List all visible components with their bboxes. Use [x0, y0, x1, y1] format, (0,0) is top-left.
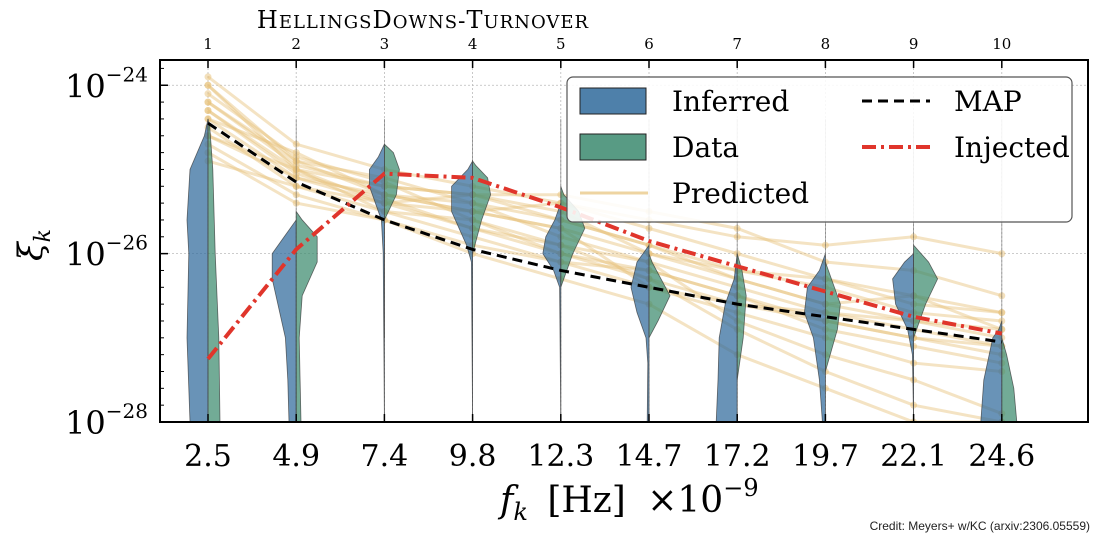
legend-swatch-inferred [579, 87, 647, 115]
predicted-point [204, 107, 212, 115]
x-top-tick-label: 6 [644, 35, 654, 53]
predicted-line [207, 117, 1003, 331]
violin-inferred [271, 218, 297, 422]
legend-label-inferred: Inferred [672, 85, 789, 118]
x-top-tick-label: 1 [203, 35, 213, 53]
y-axis-label: ξk [11, 229, 56, 261]
violin-data [1001, 337, 1018, 422]
violin-inferred [630, 243, 650, 422]
y-tick-label: 10−24 [65, 62, 148, 105]
legend-label-injected: Injected [954, 131, 1070, 164]
y-tick-label: 10−28 [65, 399, 148, 442]
x-tick-label: 12.3 [527, 439, 594, 474]
injected-line [206, 171, 1003, 361]
predicted-line [207, 134, 1003, 357]
x-top-tick-label: 10 [992, 35, 1011, 53]
predicted-line [207, 109, 1003, 415]
legend-swatch-data [579, 133, 647, 161]
x-top-tick-label: 7 [732, 35, 742, 53]
x-tick-label: 4.9 [272, 439, 320, 474]
legend-label-predicted: Predicted [672, 177, 809, 210]
predicted-line [207, 92, 1003, 422]
predicted-line [206, 84, 1002, 323]
violin-inferred [542, 202, 562, 422]
svg-text:fk [Hz] ×10−9: fk [Hz] ×10−9 [497, 474, 759, 529]
x-top-tick-label: 9 [909, 35, 919, 53]
axis-ticks: 2.5 4.9 7.4 9.8 12.3 14.7 17.2 19.7 22.1 24.6 1 2 3 4… [65, 35, 1035, 474]
violin-inferred [803, 253, 826, 422]
x-top-tick-label: 4 [468, 35, 478, 53]
x-axis-label: fk [Hz] ×10−9 [497, 474, 759, 529]
series-lines [206, 121, 1003, 361]
predicted-line [207, 142, 1002, 422]
predicted-point [204, 73, 212, 81]
x-top-tick-label: 5 [556, 35, 566, 53]
violin-inferred [186, 118, 209, 422]
violin-inferred [369, 144, 385, 422]
predicted-point [204, 90, 212, 98]
y-tick-label: 10−26 [65, 231, 148, 274]
x-tick-label: 24.6 [968, 439, 1035, 474]
x-top-tick-label: 8 [821, 35, 831, 53]
legend-label-data: Data [672, 131, 739, 164]
legend-box [566, 76, 1073, 223]
x-tick-label: 19.7 [792, 439, 859, 474]
x-tick-label: 7.4 [361, 439, 409, 474]
plot-frame [159, 59, 1089, 423]
chart-title: HELLINGSDOWNS-TURNOVER [257, 6, 589, 34]
violin-inferred [451, 159, 473, 422]
predicted-line [207, 100, 1003, 348]
violin-inferred [715, 253, 738, 422]
predicted-line [207, 117, 1002, 331]
predicted-point [204, 98, 212, 106]
predicted-line [207, 126, 1002, 373]
x-top-tick-label: 3 [380, 35, 390, 53]
violins [186, 118, 1018, 422]
predicted-point [204, 81, 212, 89]
predicted-line [207, 159, 1003, 340]
credit-text: Credit: Meyers+ w/KC (arxiv:2306.05559) [870, 519, 1090, 533]
x-tick-label: 2.5 [184, 439, 232, 474]
x-tick-label: 17.2 [704, 439, 771, 474]
violin-data [295, 210, 318, 422]
x-tick-label: 14.7 [616, 439, 683, 474]
violin-inferred [892, 252, 914, 422]
x-tick-label: 22.1 [880, 439, 947, 474]
predicted-line [207, 134, 1002, 348]
x-tick-label: 9.8 [449, 439, 497, 474]
legend: Inferred MAP Data Injected Predicted [566, 76, 1073, 223]
predicted-line [207, 100, 1002, 315]
x-top-tick-label: 2 [291, 35, 301, 53]
legend-label-map: MAP [954, 85, 1022, 118]
